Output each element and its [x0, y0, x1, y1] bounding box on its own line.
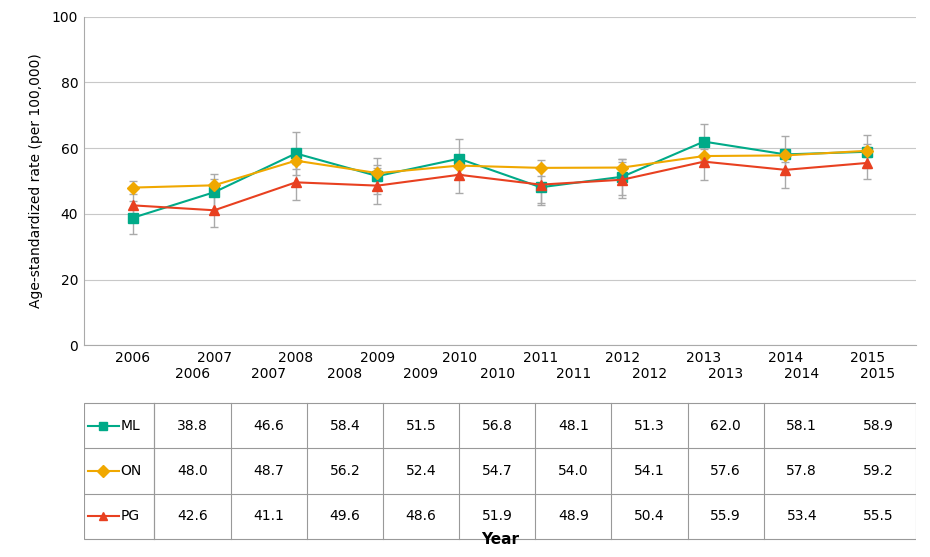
Text: 2006: 2006 [175, 367, 210, 381]
Text: 2010: 2010 [480, 367, 514, 381]
Text: 48.0: 48.0 [177, 464, 208, 478]
Text: 54.1: 54.1 [634, 464, 665, 478]
Text: 51.3: 51.3 [634, 419, 665, 433]
Text: 2012: 2012 [631, 367, 667, 381]
Text: 54.7: 54.7 [482, 464, 512, 478]
Text: 42.6: 42.6 [177, 510, 208, 524]
Text: 55.5: 55.5 [863, 510, 894, 524]
Text: 38.8: 38.8 [177, 419, 208, 433]
Text: 49.6: 49.6 [329, 510, 360, 524]
Text: 48.7: 48.7 [253, 464, 284, 478]
Text: 41.1: 41.1 [253, 510, 285, 524]
Text: 57.8: 57.8 [787, 464, 817, 478]
Text: 56.8: 56.8 [482, 419, 512, 433]
Text: 56.2: 56.2 [329, 464, 360, 478]
Text: 46.6: 46.6 [253, 419, 285, 433]
Text: 2008: 2008 [327, 367, 363, 381]
Text: 52.4: 52.4 [405, 464, 436, 478]
Text: 51.5: 51.5 [405, 419, 436, 433]
Text: 2014: 2014 [784, 367, 819, 381]
Text: 57.6: 57.6 [711, 464, 741, 478]
Text: 50.4: 50.4 [634, 510, 665, 524]
Text: 48.9: 48.9 [558, 510, 589, 524]
Text: 2007: 2007 [251, 367, 286, 381]
Text: 2015: 2015 [860, 367, 896, 381]
Text: PG: PG [121, 510, 140, 524]
Text: 2011: 2011 [556, 367, 591, 381]
Text: 2013: 2013 [708, 367, 743, 381]
Text: 58.9: 58.9 [862, 419, 894, 433]
Text: 58.4: 58.4 [329, 419, 360, 433]
Text: 48.6: 48.6 [405, 510, 436, 524]
Text: 58.1: 58.1 [787, 419, 817, 433]
Text: ML: ML [121, 419, 140, 433]
Text: 51.9: 51.9 [482, 510, 512, 524]
Text: 62.0: 62.0 [711, 419, 741, 433]
Text: 2009: 2009 [404, 367, 439, 381]
Text: 59.2: 59.2 [863, 464, 894, 478]
Y-axis label: Age-standardized rate (per 100,000): Age-standardized rate (per 100,000) [30, 53, 44, 309]
Text: 55.9: 55.9 [711, 510, 741, 524]
Bar [84, 403, 916, 539]
Text: ON: ON [121, 464, 141, 478]
Text: 53.4: 53.4 [787, 510, 817, 524]
Text: Year: Year [481, 532, 519, 548]
Text: 48.1: 48.1 [558, 419, 589, 433]
Text: 54.0: 54.0 [558, 464, 589, 478]
